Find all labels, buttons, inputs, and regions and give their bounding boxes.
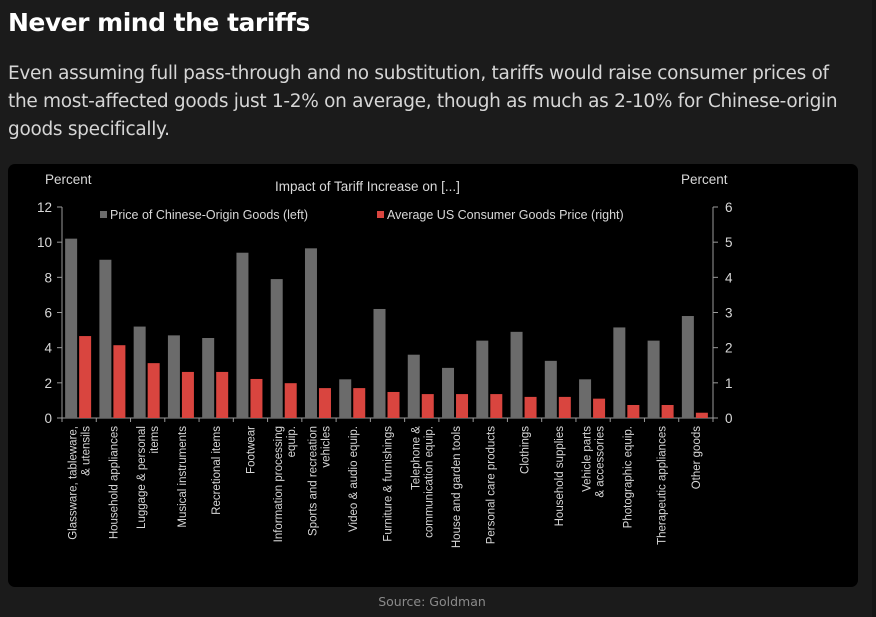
x-tick-label: Vehicle parts	[582, 426, 594, 492]
bar-chinese-origin	[270, 279, 283, 418]
x-tick-label: Household appliances	[108, 426, 120, 539]
source-note: Source: Goldman	[378, 594, 486, 609]
legend-swatch-red	[377, 211, 384, 218]
bar-chinese-origin	[647, 340, 660, 418]
left-tick-label: 6	[44, 306, 52, 321]
legend-label-red: Average US Consumer Goods Price (right)	[387, 208, 624, 222]
x-tick-label: Footwear	[245, 426, 257, 474]
left-tick-label: 4	[44, 341, 52, 356]
bar-us-consumer	[695, 412, 708, 418]
bar-us-consumer	[318, 388, 331, 418]
bar-us-consumer	[353, 388, 366, 418]
bar-chinese-origin	[133, 326, 146, 418]
bar-us-consumer	[558, 396, 571, 418]
x-tick-label: communication equip.	[423, 426, 435, 538]
bar-us-consumer	[250, 378, 263, 418]
right-edge-strip	[872, 0, 876, 617]
right-tick-label: 3	[725, 306, 733, 321]
left-tick-label: 0	[44, 411, 52, 426]
x-tick-label: & utensils	[81, 426, 93, 476]
bar-chinese-origin	[681, 316, 694, 418]
x-tick-label: vehicles	[320, 426, 332, 468]
x-tick-label: Household supplies	[554, 426, 566, 527]
left-tick-label: 12	[37, 200, 52, 215]
legend: Price of Chinese-Origin Goods (left) Ave…	[100, 208, 624, 222]
bar-chinese-origin	[236, 252, 249, 418]
chart-panel: Percent Percent Impact of Tariff Increas…	[8, 164, 858, 587]
right-tick-label: 5	[725, 235, 733, 250]
right-tick-label: 4	[725, 270, 733, 285]
bar-chinese-origin	[167, 335, 180, 418]
bar-us-consumer	[147, 363, 160, 418]
x-tick-label: Recretional items	[211, 426, 223, 515]
x-tick-label: Therapeutic appliances	[657, 426, 669, 545]
right-tick-label: 2	[725, 341, 733, 356]
bar-us-consumer	[627, 404, 640, 418]
x-tick-label: Luggage & personal	[136, 426, 148, 529]
x-tick-label: Information processing	[273, 426, 285, 542]
bar-chinese-origin	[304, 248, 317, 418]
bar-chinese-origin	[442, 367, 455, 418]
x-tick-label: Video & audio equip.	[348, 426, 360, 532]
legend-swatch-gray	[100, 211, 107, 218]
x-tick-label: Furniture & furnishings	[383, 426, 395, 542]
bar-chinese-origin	[65, 238, 78, 418]
bar-chinese-origin	[544, 360, 557, 418]
x-tick-label: Telephone &	[410, 426, 422, 490]
bar-chinese-origin	[510, 331, 523, 418]
bar-chinese-origin	[202, 337, 215, 418]
bar-chinese-origin	[373, 308, 386, 418]
bar-us-consumer	[524, 396, 537, 418]
x-tick-label: Personal care products	[485, 426, 497, 545]
x-tick-label: items	[149, 426, 161, 454]
bar-us-consumer	[113, 345, 126, 418]
bar-us-consumer	[421, 394, 434, 418]
x-tick-label: Clothings	[520, 426, 532, 474]
bar-chinese-origin	[339, 379, 352, 418]
bar-us-consumer	[284, 383, 297, 418]
right-tick-label: 6	[725, 200, 733, 215]
bar-us-consumer	[387, 391, 400, 418]
bar-chinese-origin	[476, 340, 489, 418]
x-tick-label: Photographic equip.	[622, 426, 634, 528]
x-axis-labels: Glassware, tableware, & utensils Household…	[68, 426, 703, 548]
right-tick-label: 0	[725, 411, 733, 426]
bar-chinese-origin	[613, 327, 626, 418]
left-tick-label: 2	[44, 376, 52, 391]
left-tick-label: 10	[37, 235, 52, 250]
x-tick-label: Sports and recreation	[307, 426, 319, 536]
bar-chinese-origin	[99, 259, 112, 418]
x-tick-label: & accessories	[595, 426, 607, 498]
x-tick-label: equip.	[286, 426, 298, 457]
bars	[65, 238, 708, 418]
left-axis-label: Percent	[45, 172, 92, 187]
bar-us-consumer	[79, 336, 92, 418]
bar-us-consumer	[216, 371, 229, 418]
headline: Never mind the tariffs	[8, 8, 310, 37]
x-tick-label: Other goods	[691, 426, 703, 490]
bar-us-consumer	[661, 404, 674, 418]
bar-us-consumer	[181, 371, 194, 418]
left-tick-label: 8	[44, 270, 52, 285]
chart-svg: Percent Percent Impact of Tariff Increas…	[37, 172, 733, 548]
bar-us-consumer	[490, 394, 503, 418]
x-tick-label: House and garden tools	[451, 426, 463, 548]
bar-chinese-origin	[407, 354, 420, 418]
right-axis-label: Percent	[681, 172, 728, 187]
chart-title: Impact of Tariff Increase on [...]	[275, 179, 460, 194]
bar-us-consumer	[456, 394, 469, 418]
x-tick-label: Musical instruments	[177, 426, 189, 528]
x-tick-label: Glassware, tableware,	[68, 426, 80, 540]
legend-label-gray: Price of Chinese-Origin Goods (left)	[110, 208, 308, 222]
dek-text: Even assuming full pass-through and no s…	[8, 63, 838, 140]
bar-chinese-origin	[579, 379, 592, 418]
right-tick-label: 1	[725, 376, 733, 391]
bar-us-consumer	[593, 398, 606, 418]
